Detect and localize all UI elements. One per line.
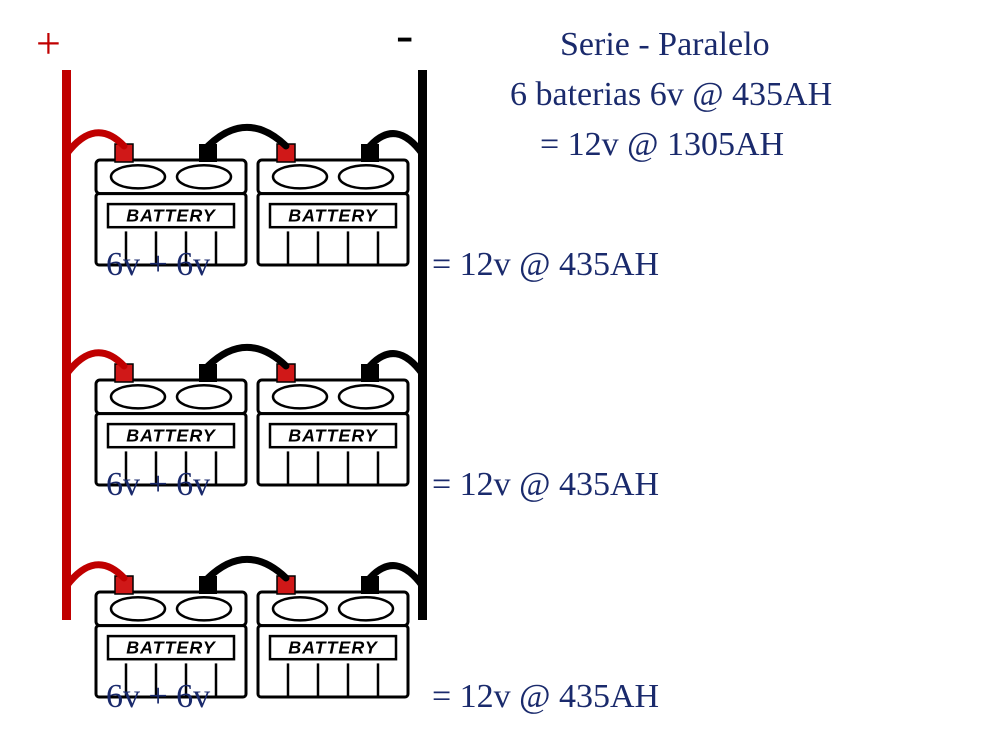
- plus-terminal-label: +: [36, 19, 61, 68]
- row-eq-left-0: 6v + 6v: [106, 246, 210, 283]
- wire: [208, 127, 286, 146]
- svg-text:BATTERY: BATTERY: [288, 637, 379, 657]
- title-line2: 6 baterias 6v @ 435AH: [510, 76, 832, 113]
- wire: [208, 347, 286, 366]
- wire: [208, 559, 286, 578]
- title-line1: Serie - Paralelo: [560, 26, 770, 63]
- row-eq-left-1: 6v + 6v: [106, 466, 210, 503]
- row-eq-right-1: = 12v @ 435AH: [432, 466, 659, 503]
- battery-icon: BATTERY: [258, 576, 408, 697]
- battery-icon: BATTERY: [258, 144, 408, 265]
- diagram-canvas: + - Serie - Paralelo 6 baterias 6v @ 435AH =…: [0, 0, 1000, 750]
- svg-text:BATTERY: BATTERY: [288, 205, 379, 225]
- svg-text:BATTERY: BATTERY: [288, 425, 379, 445]
- row-eq-right-2: = 12v @ 435AH: [432, 678, 659, 715]
- row-eq-right-0: = 12v @ 435AH: [432, 246, 659, 283]
- minus-terminal-label: -: [396, 7, 413, 64]
- svg-text:BATTERY: BATTERY: [126, 425, 217, 445]
- svg-text:BATTERY: BATTERY: [126, 205, 217, 225]
- battery-icon: BATTERY: [258, 364, 408, 485]
- row-eq-left-2: 6v + 6v: [106, 678, 210, 715]
- svg-text:BATTERY: BATTERY: [126, 637, 217, 657]
- title-line3: = 12v @ 1305AH: [540, 126, 784, 163]
